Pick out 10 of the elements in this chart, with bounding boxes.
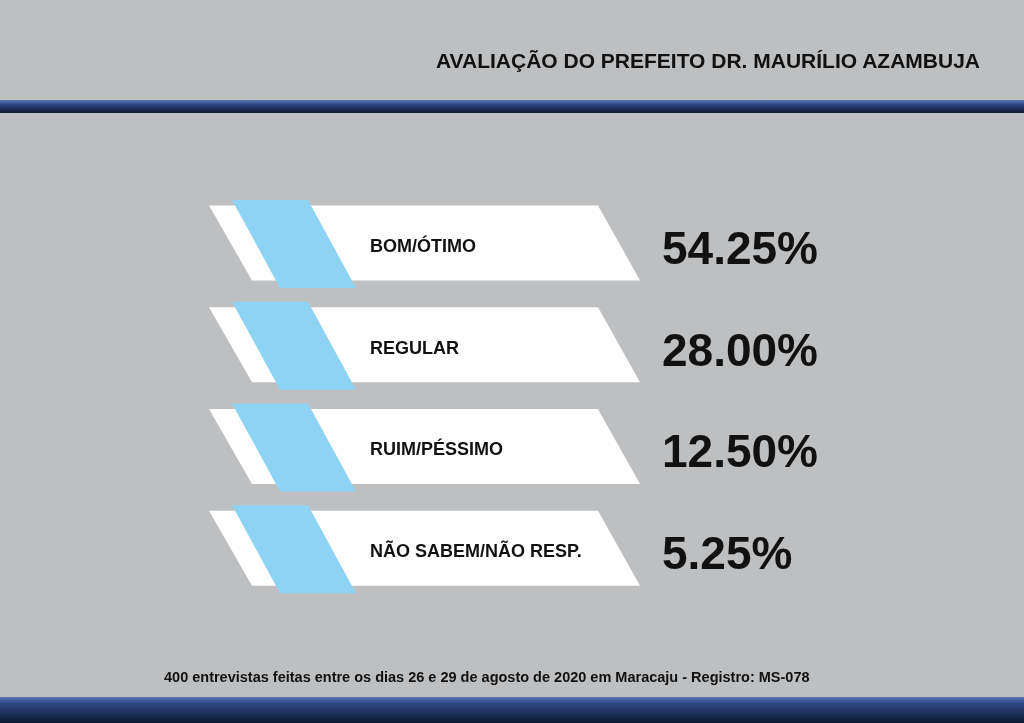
data-label: 12.50%: [662, 425, 819, 478]
data-label: 54.25%: [662, 221, 819, 274]
text: 400 entrevistas feitas entre os dias 26 e 29 de agosto de 2020 em Maracaju - Registro: MS-078: [164, 669, 810, 685]
data-label: 28.00%: [662, 323, 819, 376]
data-label: 5.25%: [662, 527, 793, 580]
category-label: RUIM/PÉSSIMO: [370, 438, 504, 460]
category-label: NÃO SABEM/NÃO RESP.: [370, 540, 582, 562]
category-label: BOM/ÓTIMO: [370, 234, 476, 256]
text: AVALIAÇÃO DO PREFEITO DR. MAURÍLIO AZAMBUJA: [435, 49, 980, 72]
category-label: REGULAR: [370, 337, 459, 358]
